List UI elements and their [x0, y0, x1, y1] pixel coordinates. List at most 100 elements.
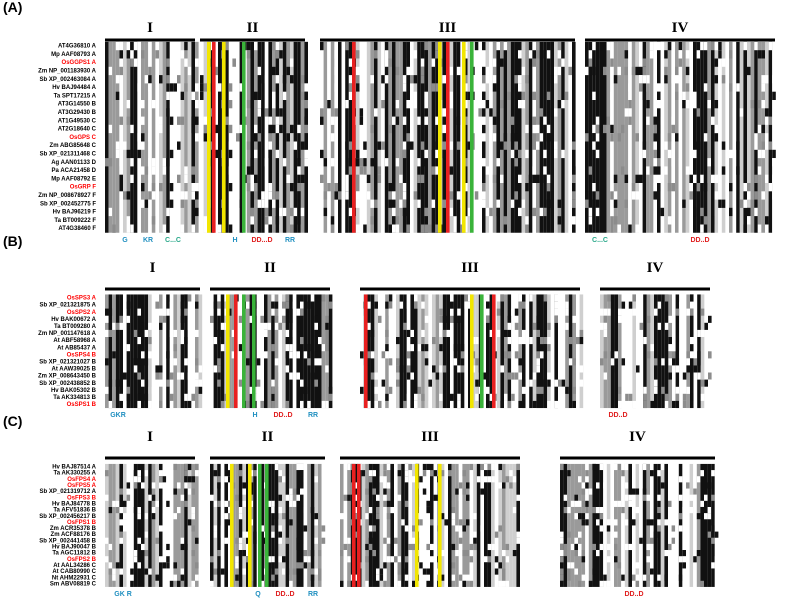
alignment-cell	[137, 513, 141, 520]
alignment-cell	[578, 531, 582, 538]
alignment-cell	[354, 482, 358, 489]
alignment-cell	[518, 372, 522, 380]
alignment-cell	[473, 543, 477, 551]
alignment-cell	[166, 507, 170, 514]
alignment-column	[625, 294, 629, 409]
alignment-cell	[532, 166, 536, 175]
alignment-cell	[507, 372, 512, 380]
alignment-cell	[442, 141, 446, 150]
sequence-name: AT2G18640 C	[58, 127, 97, 133]
alignment-cell	[579, 337, 584, 345]
alignment-cell	[516, 463, 520, 471]
alignment-cell	[646, 574, 650, 581]
alignment-cell	[550, 41, 554, 51]
alignment-column	[518, 294, 522, 409]
alignment-cell	[180, 537, 185, 544]
alignment-cell	[130, 149, 134, 159]
region-bar	[560, 456, 715, 460]
alignment-cell	[318, 550, 322, 557]
alignment-cell	[480, 488, 484, 495]
alignment-cell	[137, 562, 141, 569]
alignment-cell	[159, 470, 163, 477]
alignment-column	[397, 463, 402, 587]
alignment-cell	[596, 482, 600, 489]
alignment-column	[560, 463, 564, 587]
alignment-cell	[657, 322, 662, 330]
alignment-cell	[376, 568, 380, 575]
alignment-cell	[260, 580, 264, 587]
alignment-cell	[554, 141, 558, 150]
alignment-cell	[547, 400, 551, 408]
alignment-cell	[217, 358, 221, 366]
alignment-column	[278, 294, 282, 409]
alignment-cell	[482, 199, 486, 208]
alignment-cell	[228, 568, 232, 575]
alignment-cell	[618, 315, 622, 323]
alignment-cell	[169, 574, 174, 581]
alignment-cell	[388, 58, 392, 67]
alignment-cell	[360, 351, 364, 359]
alignment-cell	[660, 191, 665, 200]
alignment-cell	[225, 116, 229, 125]
alignment-cell	[424, 344, 429, 352]
alignment-column	[321, 294, 326, 409]
alignment-cell	[489, 108, 493, 117]
alignment-cell	[195, 207, 199, 217]
alignment-cell	[585, 199, 589, 208]
alignment-cell	[489, 393, 494, 401]
alignment-cell	[105, 58, 109, 67]
alignment-cell	[572, 315, 576, 323]
alignment-cell	[314, 351, 318, 359]
alignment-cell	[282, 315, 286, 323]
alignment-cell	[296, 494, 300, 501]
alignment-cell	[660, 133, 665, 142]
alignment-column	[504, 294, 508, 409]
alignment-cell	[374, 183, 378, 192]
alignment-cell	[264, 351, 268, 359]
alignment-cell	[296, 463, 300, 471]
alignment-cell	[217, 329, 221, 337]
alignment-cell	[377, 166, 382, 175]
alignment-cell	[539, 133, 544, 142]
alignment-cell	[278, 556, 282, 563]
sequence-name: AT3G29430 B	[58, 110, 97, 116]
alignment-cell	[696, 513, 701, 520]
alignment-cell	[532, 91, 536, 100]
alignment-cell	[432, 337, 436, 345]
alignment-cell	[650, 574, 654, 581]
alignment-column	[210, 294, 214, 409]
alignment-cell	[239, 124, 244, 134]
alignment-cell	[664, 50, 668, 59]
alignment-cell	[232, 58, 236, 67]
alignment-cell	[449, 66, 454, 76]
alignment-cell	[260, 315, 264, 323]
alignment-cell	[169, 500, 174, 507]
alignment-cell	[408, 580, 412, 587]
alignment-cell	[396, 379, 400, 387]
alignment-cell	[642, 488, 647, 495]
alignment-cell	[711, 174, 715, 183]
alignment-column	[217, 463, 221, 587]
alignment-cell	[126, 216, 131, 225]
alignment-cell	[402, 149, 407, 159]
alignment-cell	[518, 358, 522, 366]
alignment-cell	[439, 322, 443, 330]
sequence-name: Sb XP_021321027 B	[39, 359, 96, 365]
alignment-column	[507, 41, 511, 233]
alignment-column	[261, 41, 265, 233]
alignment-cell	[642, 75, 647, 84]
alignment-cell	[217, 482, 221, 489]
alignment-cell	[108, 379, 113, 387]
alignment-cell	[574, 537, 578, 544]
alignment-cell	[224, 476, 228, 483]
alignment-column	[578, 463, 582, 587]
alignment-cell	[191, 513, 195, 520]
alignment-cell	[747, 191, 751, 200]
alignment-cell	[581, 519, 586, 526]
alignment-cell	[714, 75, 719, 84]
alignment-cell	[510, 133, 515, 142]
alignment-cell	[426, 463, 430, 471]
alignment-cell	[514, 400, 519, 408]
sequence-name: OsSPS1 B	[67, 402, 97, 408]
alignment-cell	[166, 351, 170, 359]
